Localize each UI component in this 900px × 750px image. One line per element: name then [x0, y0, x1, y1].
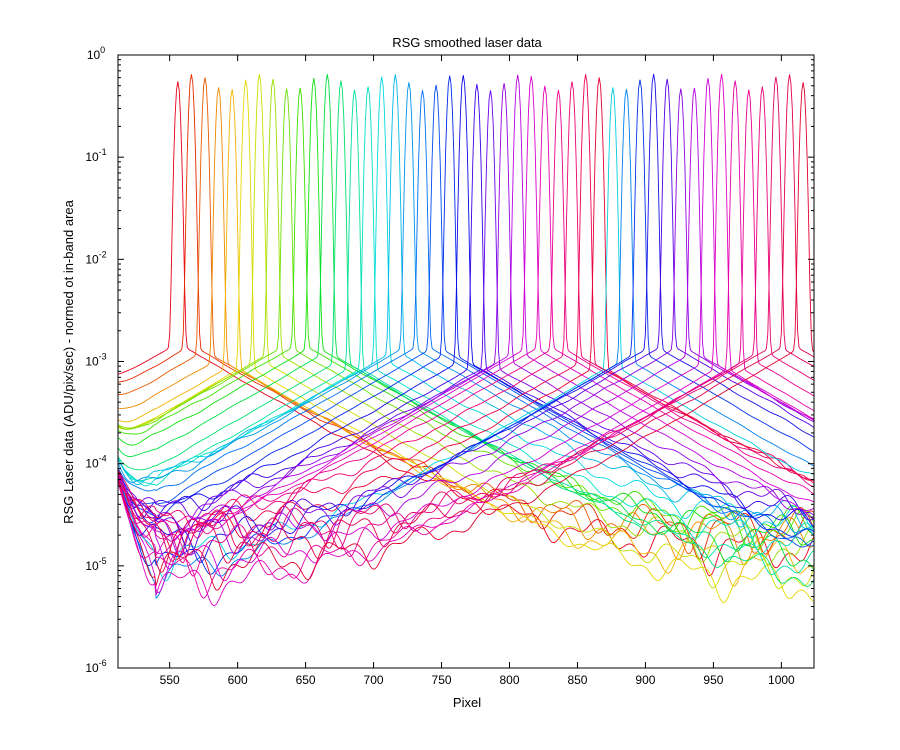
x-tick-label: 1000 — [768, 673, 795, 687]
x-axis-label: Pixel — [453, 695, 481, 710]
series-line — [118, 73, 814, 563]
series-line — [118, 83, 814, 530]
series-line — [118, 78, 814, 556]
series-line — [118, 86, 814, 563]
y-tick-label: 10-5 — [85, 556, 106, 573]
x-tick-label: 650 — [296, 673, 316, 687]
series-line — [118, 88, 814, 551]
series-line — [118, 87, 814, 547]
y-axis-label: RSG Laser data (ADU/pix/sec) - normed ot… — [61, 199, 76, 523]
series-line — [118, 89, 814, 538]
series-line — [118, 74, 814, 560]
series-line — [118, 76, 814, 562]
x-tick-label: 950 — [703, 673, 723, 687]
series-line — [118, 74, 814, 542]
series-line — [118, 79, 814, 603]
y-tick-label: 10-2 — [85, 249, 106, 266]
series-line — [118, 89, 814, 600]
series-line — [118, 78, 814, 565]
x-tick-label: 550 — [160, 673, 180, 687]
y-tick-label: 10-1 — [85, 147, 106, 164]
series-line — [118, 80, 814, 587]
series-line — [118, 90, 814, 520]
series-line — [118, 74, 814, 547]
series-layer — [118, 73, 814, 607]
x-tick-label: 850 — [567, 673, 587, 687]
series-line — [118, 75, 814, 537]
series-line — [118, 90, 814, 547]
y-tick-label: 100 — [87, 45, 105, 62]
series-line — [118, 84, 814, 521]
series-line — [118, 89, 814, 575]
x-tick-label: 750 — [432, 673, 452, 687]
x-tick-label: 900 — [635, 673, 655, 687]
series-line — [118, 88, 814, 557]
series-line — [118, 84, 814, 548]
series-line — [118, 74, 814, 573]
series-line — [118, 82, 814, 591]
series-line — [118, 87, 814, 566]
series-line — [118, 80, 814, 599]
y-tick-label: 10-4 — [85, 454, 106, 471]
y-tick-label: 10-6 — [85, 658, 106, 675]
chart-title: RSG smoothed laser data — [392, 35, 542, 50]
series-line — [118, 74, 814, 571]
series-line — [118, 81, 814, 577]
x-tick-label: 600 — [228, 673, 248, 687]
plot-frame — [117, 54, 815, 669]
x-tick-label: 800 — [499, 673, 519, 687]
x-tick-label: 700 — [364, 673, 384, 687]
y-tick-label: 10-3 — [85, 352, 106, 369]
